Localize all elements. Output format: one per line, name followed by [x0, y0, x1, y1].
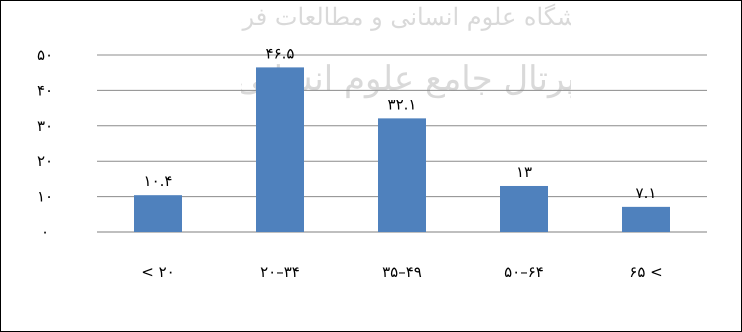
x-category-label: ۶۵ <	[629, 263, 662, 281]
x-category-label: < ۲۰	[141, 263, 174, 281]
y-tick-label: ۳۰	[37, 117, 53, 135]
y-tick-label: ۲۰	[37, 152, 53, 170]
y-tick-label: ۰	[41, 223, 49, 241]
bar	[256, 67, 304, 232]
data-label: ۳۲.۱	[388, 95, 417, 113]
data-label: ۷.۱	[636, 184, 657, 202]
bar	[622, 206, 670, 232]
bar	[378, 118, 426, 232]
x-category-label: ۲۰–۳۴	[260, 263, 300, 281]
y-tick-label: ۱۰	[37, 188, 53, 206]
bar	[134, 195, 182, 232]
y-tick-label: ۵۰	[37, 46, 53, 64]
x-axis-categories: < ۲۰ ۲۰–۳۴ ۳۵–۴۹ ۵۰–۶۴ ۶۵ <	[141, 263, 662, 281]
bars	[134, 67, 670, 232]
data-labels: ۱۰.۴ ۴۶.۵ ۳۲.۱ ۱۳ ۷.۱	[144, 44, 657, 201]
x-category-label: ۳۵–۴۹	[382, 263, 422, 281]
y-tick-label: ۴۰	[37, 81, 53, 99]
x-category-label: ۵۰–۶۴	[504, 263, 544, 281]
y-axis-ticks: ۰ ۱۰ ۲۰ ۳۰ ۴۰ ۵۰	[37, 46, 53, 241]
data-label: ۴۶.۵	[266, 44, 295, 62]
watermark-logo-line-1: پژوهشگاه علوم انسانی و مطالعات فرهنگی	[241, 3, 571, 31]
bar	[500, 185, 548, 232]
data-label: ۱۳	[516, 163, 532, 181]
data-label: ۱۰.۴	[144, 172, 173, 190]
